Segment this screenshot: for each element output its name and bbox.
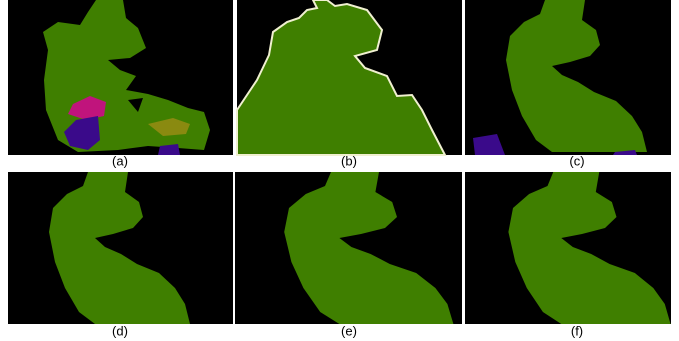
panel-b [237, 0, 462, 155]
panel-f [465, 172, 671, 324]
figure: (a) (b) (c) (d) (e) (f) [0, 0, 679, 341]
panel-label: (d) [112, 323, 128, 338]
panel-label: (f) [571, 323, 583, 338]
panel-label: (b) [341, 153, 357, 168]
panel-label: (e) [341, 323, 357, 338]
panel-c [465, 0, 671, 155]
panel-e [235, 172, 462, 324]
panel-a [8, 0, 233, 155]
panel-label: (c) [569, 153, 584, 168]
panel-label: (a) [112, 153, 128, 168]
panel-d [8, 172, 233, 324]
